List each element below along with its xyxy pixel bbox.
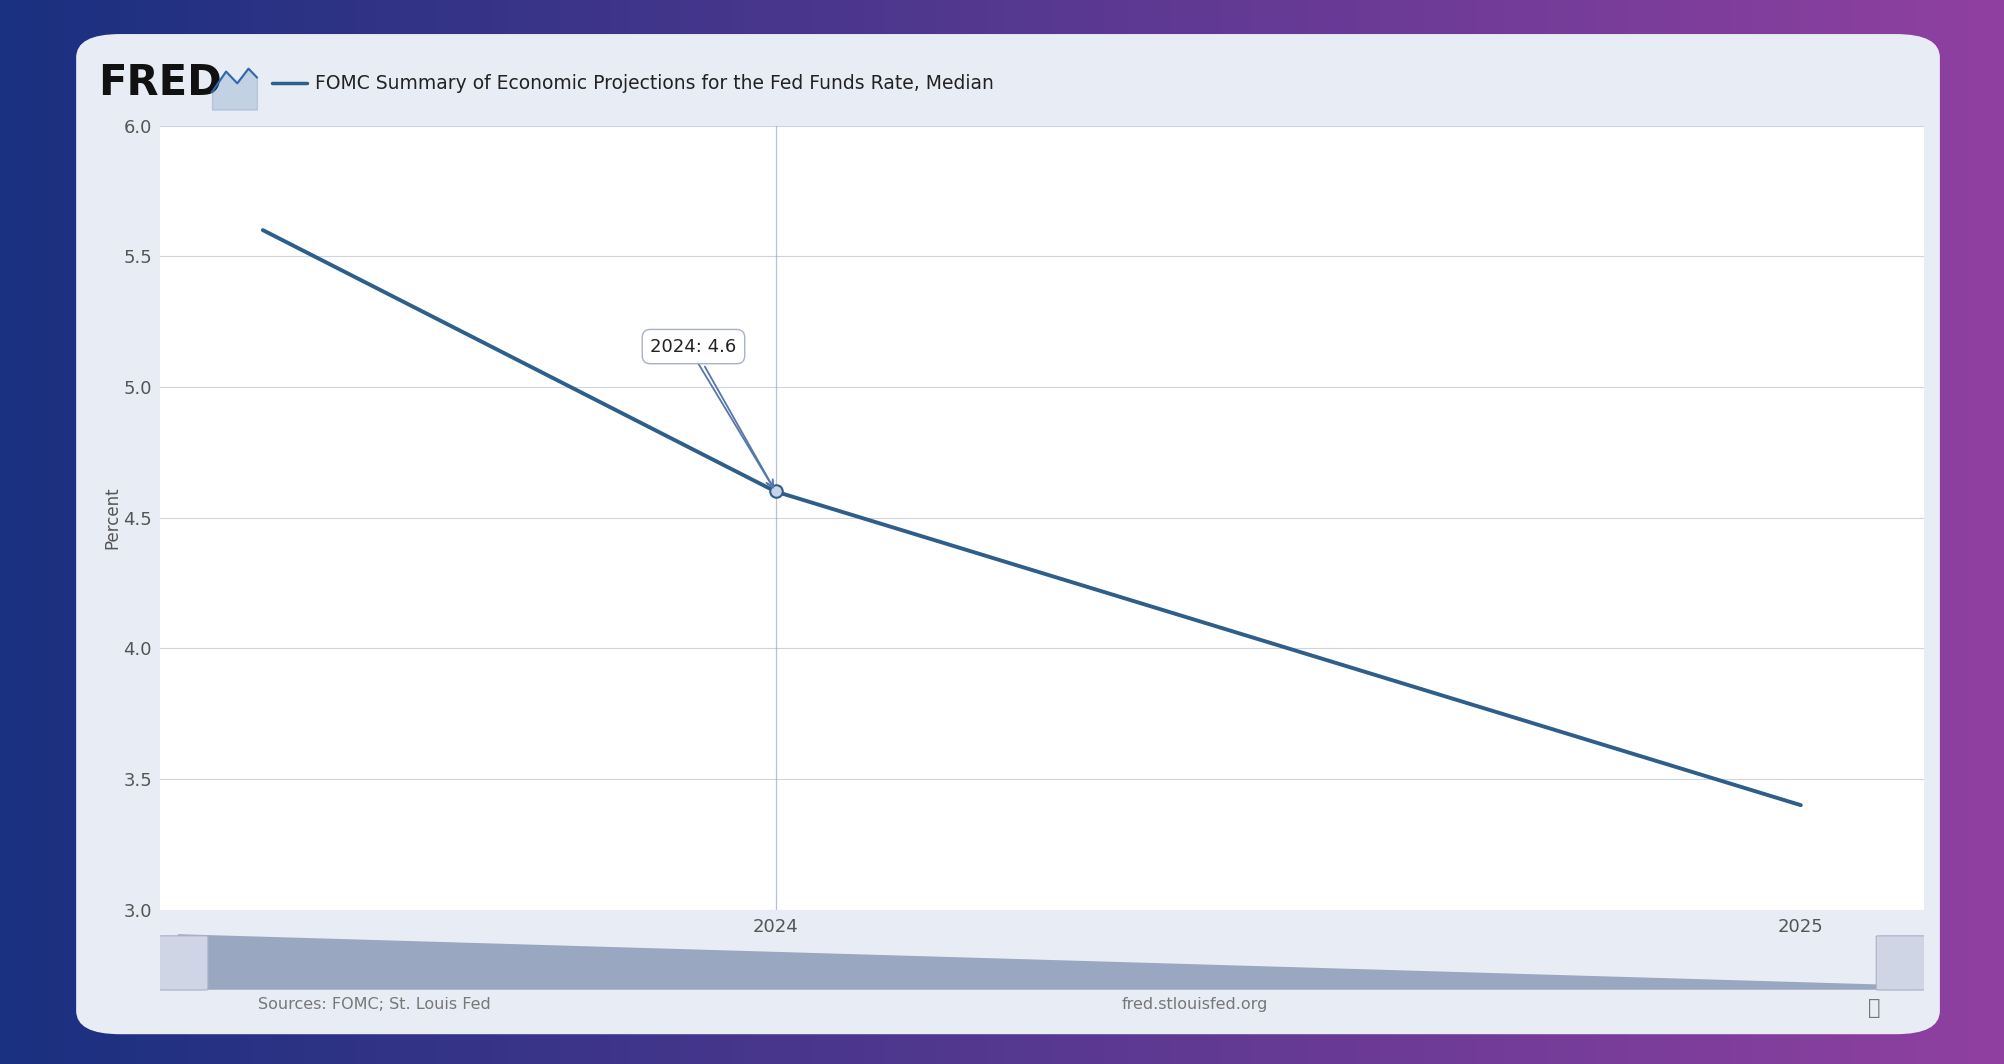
FancyBboxPatch shape xyxy=(1876,936,1926,990)
Text: FOMC Summary of Economic Projections for the Fed Funds Rate, Median: FOMC Summary of Economic Projections for… xyxy=(315,73,994,93)
Polygon shape xyxy=(178,934,1906,990)
Text: fred.stlouisfed.org: fred.stlouisfed.org xyxy=(1120,997,1269,1013)
Y-axis label: Percent: Percent xyxy=(102,486,120,549)
Text: 2024: 4.6: 2024: 4.6 xyxy=(651,337,774,487)
Text: Sources: FOMC; St. Louis Fed: Sources: FOMC; St. Louis Fed xyxy=(259,997,491,1013)
FancyBboxPatch shape xyxy=(158,936,208,990)
Text: ⛶: ⛶ xyxy=(1868,998,1882,1018)
Text: FRED: FRED xyxy=(98,62,222,104)
